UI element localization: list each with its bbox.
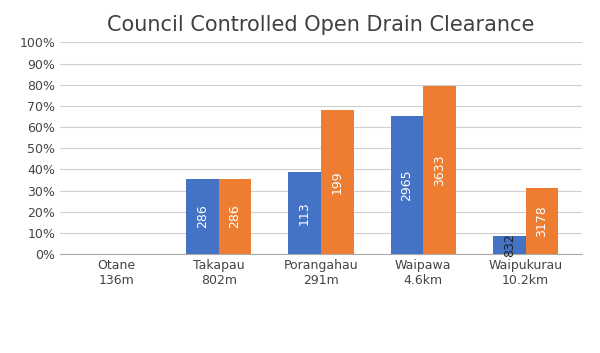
- Bar: [219, 179, 251, 254]
- Bar: [391, 116, 423, 254]
- Bar: [493, 236, 526, 254]
- Bar: [423, 86, 456, 254]
- Bar: [526, 188, 558, 254]
- Bar: [288, 172, 321, 254]
- Text: 3633: 3633: [433, 154, 446, 186]
- Text: 3178: 3178: [535, 205, 548, 237]
- Text: 2965: 2965: [400, 169, 413, 201]
- Text: 286: 286: [196, 205, 209, 228]
- Text: 113: 113: [298, 201, 311, 225]
- Bar: [321, 110, 354, 254]
- Text: 832: 832: [503, 233, 515, 257]
- Bar: [186, 179, 219, 254]
- Title: Council Controlled Open Drain Clearance: Council Controlled Open Drain Clearance: [107, 15, 535, 35]
- Text: 199: 199: [331, 170, 344, 194]
- Text: 286: 286: [229, 205, 242, 228]
